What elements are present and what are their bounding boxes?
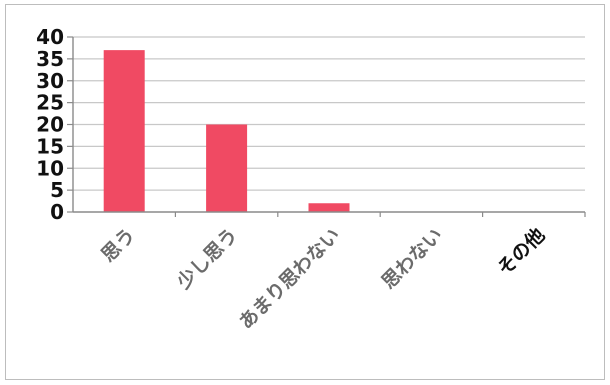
category-label: その他 <box>493 223 550 280</box>
y-tick-label: 35 <box>36 47 64 71</box>
category-label: 思わない <box>378 224 447 293</box>
y-tick-label: 0 <box>50 200 64 224</box>
axes <box>67 36 586 217</box>
y-tick-label: 5 <box>50 178 64 202</box>
y-tick-label: 10 <box>36 156 64 180</box>
y-tick-label: 25 <box>36 91 64 115</box>
category-label: あまり思わない <box>235 224 345 334</box>
category-label: 思う <box>97 224 139 266</box>
category-label: 少し思う <box>172 224 242 294</box>
y-tick-label: 20 <box>36 113 64 137</box>
y-tick-label: 40 <box>36 25 64 49</box>
bar <box>103 50 145 212</box>
y-tick-label: 30 <box>36 69 64 93</box>
bar <box>206 124 248 212</box>
bars <box>103 50 350 212</box>
bar <box>308 203 350 212</box>
grid-lines <box>73 36 585 191</box>
y-tick-label: 15 <box>36 134 64 158</box>
